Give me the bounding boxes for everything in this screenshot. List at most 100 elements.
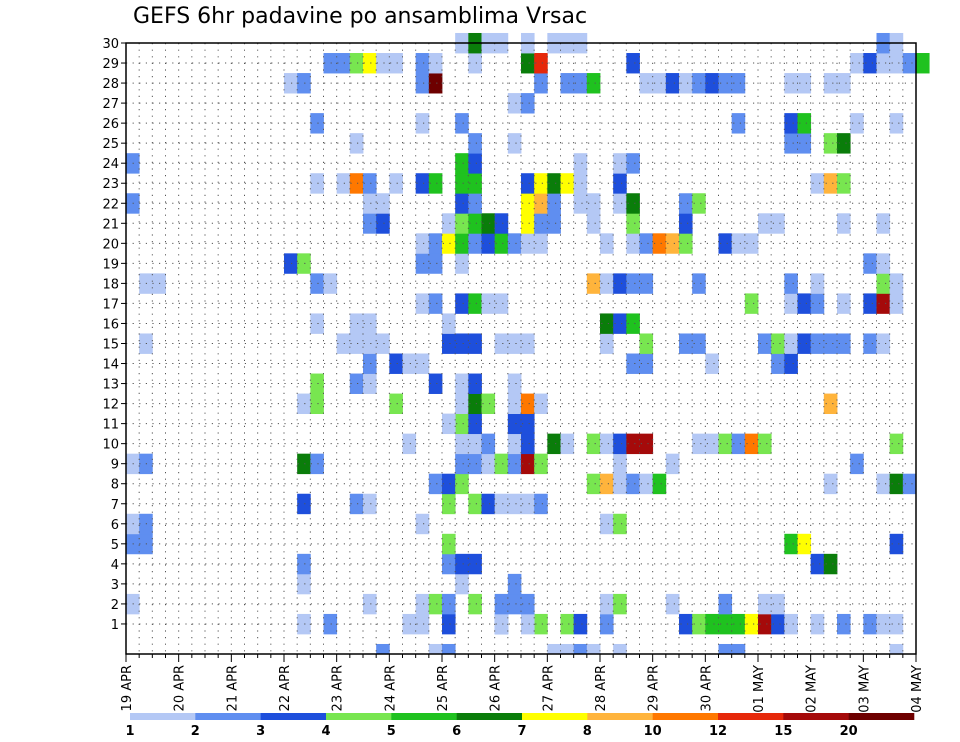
heatmap-cell [402, 433, 417, 455]
heatmap-cell [889, 293, 904, 314]
heatmap-cell [389, 173, 403, 194]
heatmap-cell [692, 273, 706, 294]
heatmap-cell [468, 213, 482, 234]
x-tick-label: 26 APR [489, 665, 504, 711]
legend-swatch [522, 713, 588, 720]
x-tick-label: 29 APR [647, 665, 662, 711]
heatmap-cell [731, 73, 746, 94]
heatmap-cell [507, 393, 522, 415]
heatmap-cell [521, 193, 535, 214]
heatmap-cell [547, 433, 561, 455]
heatmap-cell [665, 453, 680, 475]
heatmap-cell [758, 433, 772, 455]
heatmap-cell [415, 53, 430, 74]
heatmap-cell [639, 273, 654, 294]
heatmap-cell [455, 173, 469, 194]
heatmap-cell [521, 493, 535, 515]
heatmap-cell [521, 593, 535, 615]
heatmap-cell [771, 613, 785, 635]
heatmap-cell [823, 393, 838, 415]
heatmap-cell [323, 613, 338, 635]
heatmap-cell [428, 233, 443, 254]
heatmap-cell [810, 553, 825, 575]
legend-label: 20 [840, 724, 858, 739]
heatmap-cell [455, 453, 469, 475]
heatmap-cell [837, 213, 851, 234]
heatmap-cell [586, 433, 601, 455]
heatmap-cell [521, 213, 535, 234]
heatmap-cell [455, 293, 469, 314]
heatmap-cell [665, 73, 680, 94]
heatmap-cell [442, 473, 456, 495]
heatmap-cell [521, 613, 535, 635]
heatmap-cell [468, 53, 482, 74]
heatmap-cell [297, 253, 311, 274]
legend-label: 10 [644, 724, 662, 739]
heatmap-cell [731, 433, 746, 455]
heatmap-cell [850, 453, 864, 475]
heatmap-cell [323, 273, 338, 294]
heatmap-cell [389, 53, 403, 74]
heatmap-cell [771, 593, 785, 615]
heatmap-cell [744, 613, 759, 635]
heatmap-cell [363, 193, 377, 214]
heatmap-cell [428, 53, 443, 74]
y-tick-label: 29 [102, 57, 119, 72]
y-tick-label: 17 [102, 297, 119, 312]
heatmap-cell [481, 493, 496, 515]
y-tick-label: 23 [102, 177, 119, 192]
heatmap-cell [837, 293, 851, 314]
legend-label: 4 [321, 724, 330, 739]
heatmap-cell [507, 493, 522, 515]
heatmap-cell [349, 53, 364, 74]
heatmap-cell [560, 643, 575, 654]
heatmap-cell [731, 113, 746, 134]
heatmap-cell [468, 593, 482, 615]
heatmap-cell [784, 133, 798, 154]
heatmap-cell [534, 393, 548, 415]
heatmap-cell [652, 233, 667, 254]
heatmap-cell [837, 613, 851, 635]
heatmap-cell [665, 233, 680, 254]
heatmap-cell [876, 253, 891, 274]
heatmap-cell [442, 553, 456, 575]
heatmap-cell [534, 213, 548, 234]
heatmap-cell [626, 473, 640, 495]
heatmap-cell [468, 293, 482, 314]
heatmap-cell [363, 353, 377, 374]
heatmap-cell [376, 193, 390, 214]
legend-label: 1 [125, 724, 134, 739]
heatmap-cell [402, 353, 417, 374]
heatmap-cell [705, 353, 719, 374]
heatmap-cell [521, 453, 535, 475]
x-tick-label: 24 APR [383, 665, 398, 711]
y-tick-label: 22 [102, 197, 119, 212]
heatmap-cell [586, 213, 601, 234]
heatmap-cell [455, 233, 469, 254]
heatmap-cell [613, 433, 627, 455]
heatmap-cell [639, 473, 654, 495]
heatmap-cell [810, 333, 825, 354]
heatmap-cell [494, 233, 509, 254]
heatmap-cell [297, 613, 311, 635]
heatmap-cell [876, 273, 891, 294]
heatmap-cell [823, 553, 838, 575]
heatmap-cell [705, 73, 719, 94]
legend-label: 3 [256, 724, 265, 739]
heatmap-cell [889, 273, 904, 294]
heatmap-cell [771, 333, 785, 354]
heatmap-cell [797, 333, 812, 354]
heatmap-cell [442, 333, 456, 354]
heatmap-cell [389, 353, 403, 374]
heatmap-cell [310, 373, 324, 394]
heatmap-cell [863, 333, 877, 354]
heatmap-cell [428, 253, 443, 274]
heatmap-cell [336, 53, 351, 74]
x-tick-label: 03 MAY [857, 665, 872, 713]
heatmap-cell [586, 643, 601, 654]
heatmap-cell [600, 473, 614, 495]
heatmap-cell [600, 273, 614, 294]
heatmap-cell [468, 493, 482, 515]
heatmap-cell [837, 73, 851, 94]
heatmap-cell [428, 593, 443, 615]
